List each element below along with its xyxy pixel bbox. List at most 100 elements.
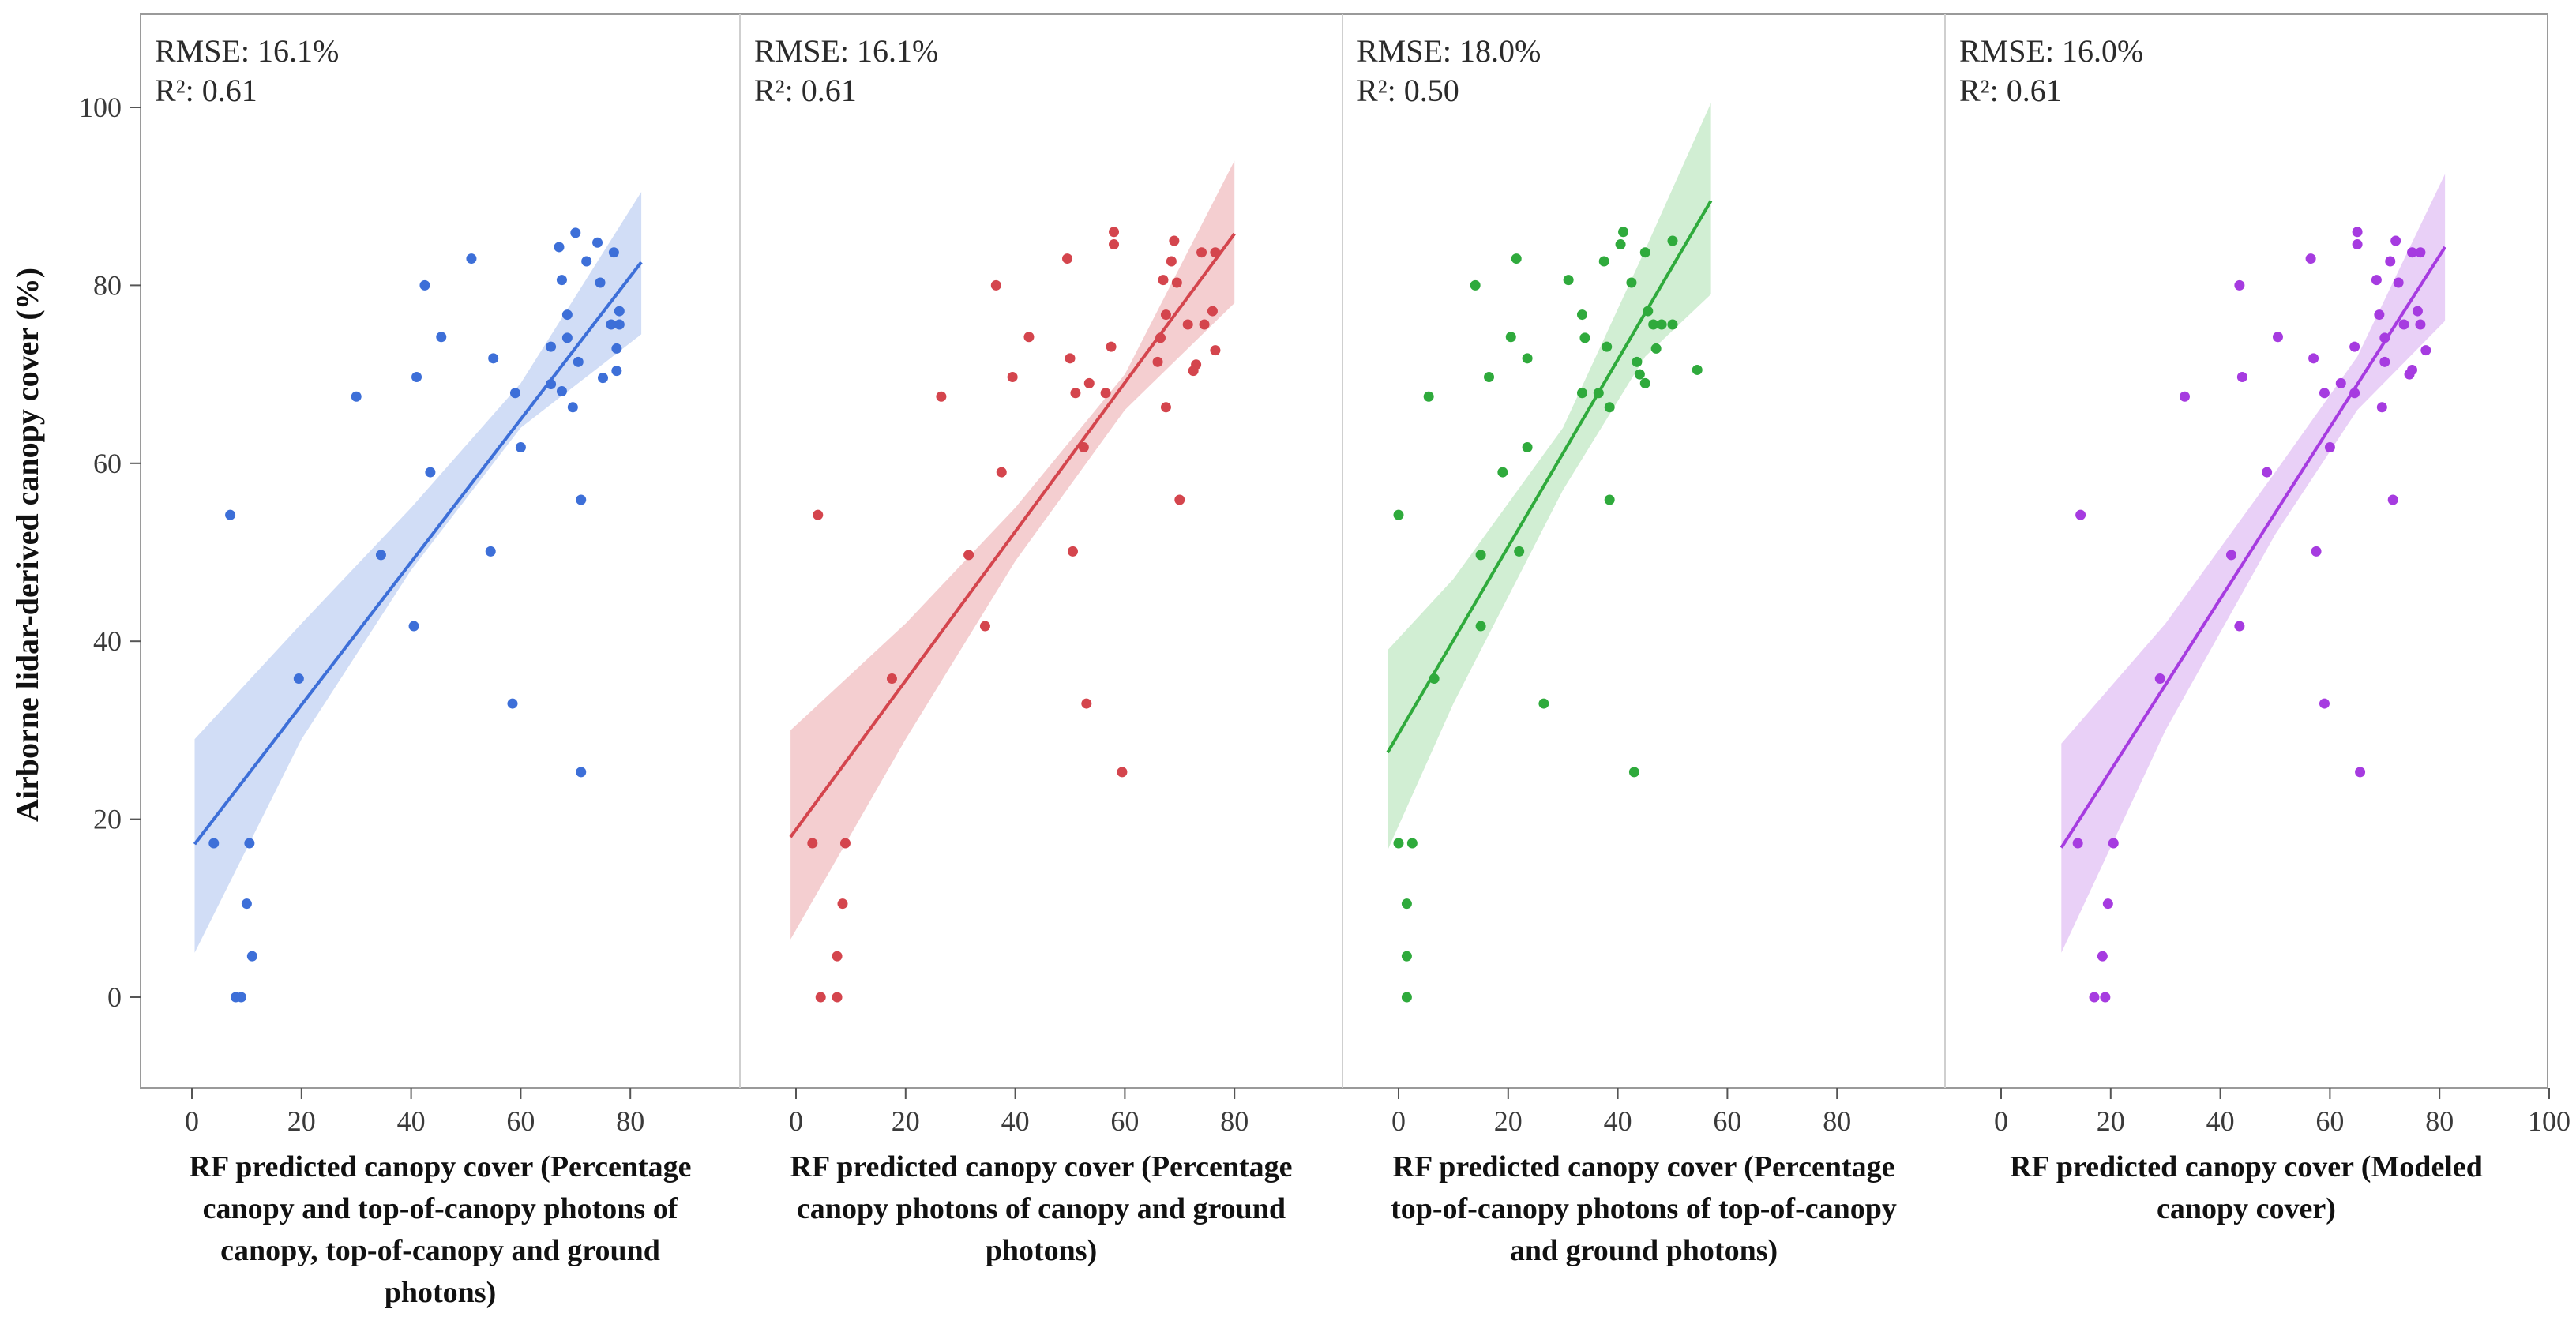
rmse-text: RMSE: 18.0% xyxy=(1357,33,1541,69)
panels: RMSE: 16.1% R²: 0.61 0 20 40 60 80 RF predicted… xyxy=(155,33,2570,1309)
x-axis-label-line: RF predicted canopy cover (Percentage xyxy=(1393,1150,1895,1184)
data-point xyxy=(466,253,477,264)
data-point xyxy=(2225,550,2236,561)
data-point xyxy=(576,494,587,505)
data-point xyxy=(1511,253,1522,264)
data-point xyxy=(2415,319,2426,330)
data-point xyxy=(581,256,592,267)
data-point xyxy=(1160,402,1171,413)
data-point xyxy=(1579,332,1590,343)
r2-text: R²: 0.50 xyxy=(1357,73,1459,108)
data-point xyxy=(886,673,897,685)
data-point xyxy=(570,227,581,238)
data-point xyxy=(1207,306,1218,317)
data-point xyxy=(2097,951,2108,962)
data-point xyxy=(595,277,606,288)
x-axis-label-line: RF predicted canopy cover (Percentage xyxy=(790,1150,1293,1184)
data-point xyxy=(2390,235,2401,246)
data-point xyxy=(2234,621,2245,632)
data-point xyxy=(1475,621,1486,632)
data-point xyxy=(1626,277,1637,288)
data-point xyxy=(561,309,573,321)
data-point xyxy=(1196,247,1207,258)
data-point xyxy=(351,391,362,402)
data-point xyxy=(408,621,419,632)
data-point xyxy=(1199,319,1210,330)
data-point xyxy=(1062,253,1073,264)
y-tick-label: 100 xyxy=(79,92,122,123)
data-point xyxy=(1692,364,1703,375)
x-tick-label: 40 xyxy=(1604,1105,1632,1137)
x-axis-label-line: canopy, top-of-canopy and ground xyxy=(220,1234,660,1267)
data-point xyxy=(1393,509,1404,520)
panel-4: RMSE: 16.0% R²: 0.61 0 20 40 60 80 100 RF predic… xyxy=(1959,33,2570,1225)
data-point xyxy=(1109,239,1120,250)
x-axis-label-line: RF predicted canopy cover (Percentage xyxy=(190,1150,692,1184)
y-tick-label: 0 xyxy=(107,981,122,1013)
data-point xyxy=(1160,309,1171,321)
data-point xyxy=(2349,341,2360,352)
data-point xyxy=(990,279,1001,291)
data-point xyxy=(419,279,430,291)
data-point xyxy=(1078,442,1089,453)
plot-frame xyxy=(140,13,2548,1089)
x-axis-label-line: photons) xyxy=(385,1276,497,1309)
data-point xyxy=(2379,356,2390,367)
data-point xyxy=(2415,247,2426,258)
data-point xyxy=(832,951,843,962)
data-point xyxy=(1083,377,1095,388)
data-point xyxy=(2272,332,2283,343)
data-point xyxy=(1166,256,1177,267)
x-axis-label-line: canopy cover) xyxy=(2157,1192,2336,1225)
data-point xyxy=(832,992,843,1003)
x-tick-label: 20 xyxy=(287,1105,316,1137)
data-point xyxy=(1182,319,1193,330)
x-tick-label: 20 xyxy=(892,1105,920,1137)
data-point xyxy=(2236,371,2247,382)
data-point xyxy=(1615,239,1626,250)
data-point xyxy=(1401,951,1412,962)
data-point xyxy=(1429,673,1440,685)
data-point xyxy=(515,442,526,453)
data-point xyxy=(561,332,573,343)
data-point xyxy=(1650,343,1662,354)
r2-text: R²: 0.61 xyxy=(754,73,857,108)
data-point xyxy=(1648,319,1659,330)
x-axis-label-line: and ground photons) xyxy=(1510,1234,1778,1267)
rmse-text: RMSE: 16.1% xyxy=(754,33,938,69)
x-axis-label-line: canopy and top-of-canopy photons of xyxy=(203,1192,679,1225)
data-point xyxy=(2385,256,2396,267)
data-point xyxy=(1604,494,1615,505)
data-point xyxy=(2420,345,2431,356)
data-point xyxy=(1634,369,1645,380)
data-point xyxy=(1475,550,1486,561)
rmse-text: RMSE: 16.1% xyxy=(155,33,339,69)
data-point xyxy=(2308,353,2319,364)
data-point xyxy=(2398,319,2409,330)
data-point xyxy=(1639,247,1650,258)
data-point xyxy=(2412,306,2423,317)
data-point xyxy=(1155,332,1166,343)
x-tick-label: 80 xyxy=(616,1105,644,1137)
data-point xyxy=(2102,898,2113,910)
x-tick-label: 60 xyxy=(506,1105,535,1137)
data-point xyxy=(2072,838,2083,849)
data-point xyxy=(1210,345,1221,356)
data-point xyxy=(2379,332,2390,343)
x-tick-label: 80 xyxy=(1823,1105,1851,1137)
data-point xyxy=(1109,227,1120,238)
data-point xyxy=(1470,279,1481,291)
data-point xyxy=(1070,388,1081,399)
data-point xyxy=(1423,391,1434,402)
x-tick-label: 0 xyxy=(789,1105,803,1137)
data-point xyxy=(837,898,848,910)
data-point xyxy=(246,951,257,962)
data-point xyxy=(963,550,974,561)
x-tick-label: 40 xyxy=(2206,1105,2235,1137)
y-tick-label: 20 xyxy=(93,804,122,835)
data-point xyxy=(488,353,499,364)
x-tick-label: 100 xyxy=(2528,1105,2570,1137)
data-point xyxy=(375,550,386,561)
data-point xyxy=(1174,494,1185,505)
y-tick-label: 40 xyxy=(93,625,122,657)
